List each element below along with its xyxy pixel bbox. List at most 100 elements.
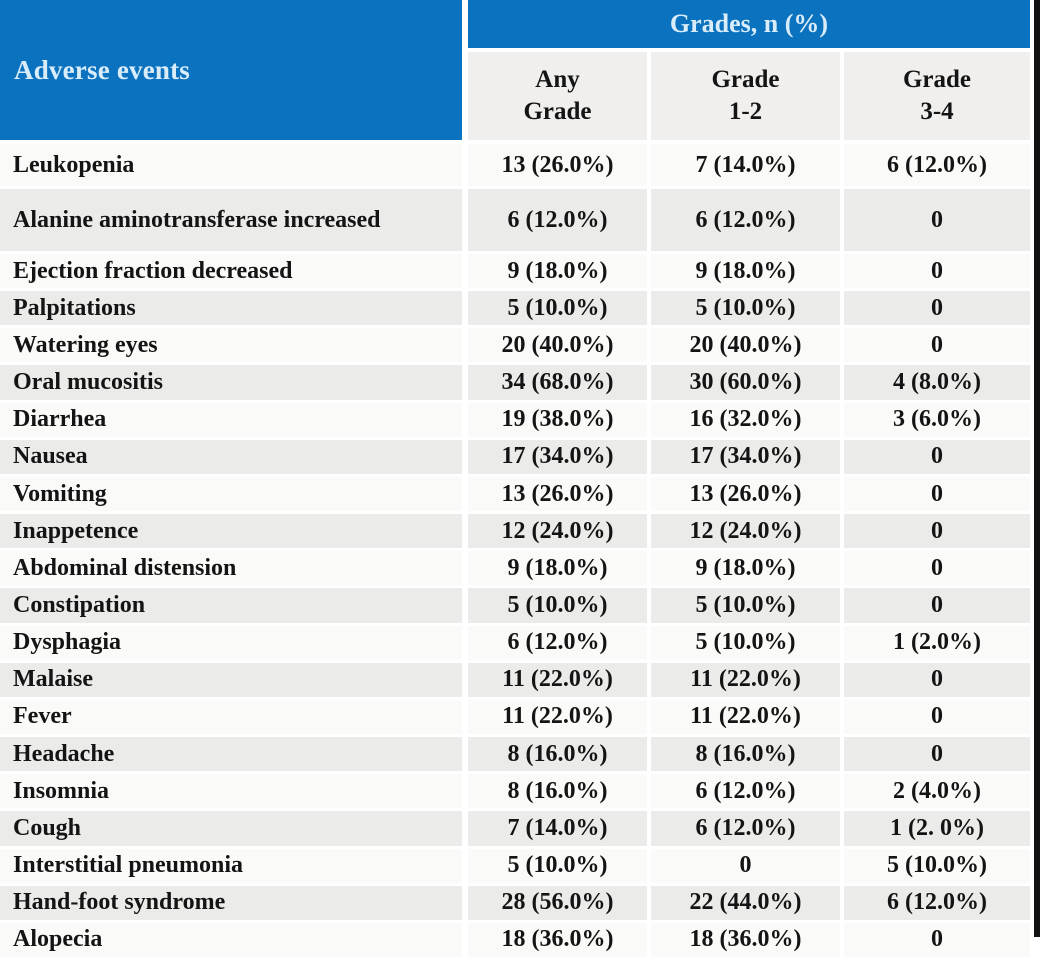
adverse-event-name: Interstitial pneumonia — [0, 848, 462, 883]
adverse-event-name: Alopecia — [0, 922, 462, 957]
adverse-event-name: Nausea — [0, 439, 462, 474]
value-grade-3-4: 0 — [844, 514, 1030, 549]
value-any-grade: 8 (16.0%) — [468, 774, 647, 809]
value-grade-3-4: 2 (4.0%) — [844, 774, 1030, 809]
value-grade-3-4: 0 — [844, 737, 1030, 772]
adverse-event-name: Watering eyes — [0, 328, 462, 363]
value-grade-1-2: 20 (40.0%) — [651, 328, 840, 363]
value-grade-1-2: 6 (12.0%) — [651, 189, 840, 251]
value-any-grade: 17 (34.0%) — [468, 439, 647, 474]
value-any-grade: 9 (18.0%) — [468, 551, 647, 586]
value-grade-1-2: 8 (16.0%) — [651, 737, 840, 772]
value-grade-3-4: 3 (6.0%) — [844, 402, 1030, 437]
value-grade-3-4: 6 (12.0%) — [844, 885, 1030, 920]
value-grade-3-4: 0 — [844, 254, 1030, 289]
value-any-grade: 8 (16.0%) — [468, 737, 647, 772]
adverse-event-name: Leukopenia — [0, 144, 462, 186]
adverse-event-name: Insomnia — [0, 774, 462, 809]
value-grade-1-2: 22 (44.0%) — [651, 885, 840, 920]
value-grade-1-2: 5 (10.0%) — [651, 588, 840, 623]
column-header-grade-1-2: Grade 1-2 — [651, 52, 840, 140]
value-any-grade: 20 (40.0%) — [468, 328, 647, 363]
column-header-line: Grade — [711, 65, 780, 93]
value-any-grade: 6 (12.0%) — [468, 625, 647, 660]
value-grade-1-2: 5 (10.0%) — [651, 291, 840, 326]
corner-header: Adverse events — [0, 0, 462, 140]
value-grade-1-2: 12 (24.0%) — [651, 514, 840, 549]
column-header-line: Grade — [902, 65, 972, 93]
value-grade-3-4: 5 (10.0%) — [844, 848, 1030, 883]
value-grade-1-2: 17 (34.0%) — [651, 439, 840, 474]
value-grade-3-4: 0 — [844, 588, 1030, 623]
value-grade-1-2: 0 — [651, 848, 840, 883]
value-grade-3-4: 0 — [844, 699, 1030, 735]
value-any-grade: 13 (26.0%) — [468, 144, 647, 186]
adverse-event-name: Palpitations — [0, 291, 462, 326]
column-header-line: Grade — [523, 98, 592, 125]
group-header-label: Grades, n (%) — [669, 9, 829, 38]
value-grade-3-4: 0 — [844, 922, 1030, 957]
value-any-grade: 7 (14.0%) — [468, 811, 647, 846]
table-body: Leukopenia 13 (26.0%) 7 (14.0%) 6 (12.0%) Al… — [0, 144, 1030, 957]
value-any-grade: 18 (36.0%) — [468, 922, 647, 957]
value-any-grade: 12 (24.0%) — [468, 514, 647, 549]
value-any-grade: 5 (10.0%) — [468, 291, 647, 326]
value-grade-1-2: 11 (22.0%) — [651, 699, 840, 735]
adverse-event-name: Ejection fraction decreased — [0, 254, 462, 289]
adverse-event-name: Cough — [0, 811, 462, 846]
value-grade-3-4: 6 (12.0%) — [844, 144, 1030, 186]
column-header-line: Any — [535, 65, 580, 93]
value-grade-1-2: 11 (22.0%) — [651, 662, 840, 697]
value-any-grade: 19 (38.0%) — [468, 402, 647, 437]
value-any-grade: 6 (12.0%) — [468, 189, 647, 251]
adverse-event-name: Dysphagia — [0, 625, 462, 660]
adverse-event-name: Constipation — [0, 588, 462, 623]
value-grade-3-4: 1 (2.0%) — [844, 625, 1030, 660]
value-grade-3-4: 0 — [844, 291, 1030, 326]
value-grade-3-4: 0 — [844, 328, 1030, 363]
adverse-event-name: Abdominal distension — [0, 551, 462, 586]
value-grade-1-2: 18 (36.0%) — [651, 922, 840, 957]
value-any-grade: 34 (68.0%) — [468, 365, 647, 400]
column-header-grade-3-4: Grade 3-4 — [844, 52, 1030, 140]
value-grade-1-2: 7 (14.0%) — [651, 144, 840, 186]
value-any-grade: 28 (56.0%) — [468, 885, 647, 920]
value-grade-3-4: 0 — [844, 662, 1030, 697]
value-grade-3-4: 1 (2. 0%) — [844, 811, 1030, 846]
value-any-grade: 5 (10.0%) — [468, 588, 647, 623]
value-grade-1-2: 30 (60.0%) — [651, 365, 840, 400]
value-grade-3-4: 0 — [844, 439, 1030, 474]
value-grade-1-2: 5 (10.0%) — [651, 625, 840, 660]
column-header-line: 3-4 — [920, 98, 954, 125]
value-any-grade: 11 (22.0%) — [468, 699, 647, 735]
value-grade-1-2: 9 (18.0%) — [651, 254, 840, 289]
corner-header-label: Adverse events — [14, 54, 191, 85]
adverse-event-name: Diarrhea — [0, 402, 462, 437]
table-header: Adverse events Grades, n (%) Any Grade G… — [0, 0, 1030, 140]
value-grade-3-4: 4 (8.0%) — [844, 365, 1030, 400]
value-grade-1-2: 13 (26.0%) — [651, 476, 840, 512]
adverse-event-name: Vomiting — [0, 476, 462, 512]
adverse-event-name: Fever — [0, 699, 462, 735]
value-any-grade: 9 (18.0%) — [468, 254, 647, 289]
adverse-event-name: Inappetence — [0, 514, 462, 549]
value-grade-1-2: 9 (18.0%) — [651, 551, 840, 586]
column-header-any-grade: Any Grade — [468, 52, 647, 140]
value-grade-1-2: 6 (12.0%) — [651, 811, 840, 846]
group-header: Grades, n (%) — [468, 0, 1030, 48]
value-any-grade: 11 (22.0%) — [468, 662, 647, 697]
right-edge-bar — [1034, 0, 1040, 937]
value-grade-3-4: 0 — [844, 189, 1030, 251]
value-grade-1-2: 16 (32.0%) — [651, 402, 840, 437]
adverse-event-name: Oral mucositis — [0, 365, 462, 400]
column-header-line: 1-2 — [728, 98, 763, 125]
value-any-grade: 13 (26.0%) — [468, 476, 647, 512]
adverse-event-name: Headache — [0, 737, 462, 772]
value-grade-3-4: 0 — [844, 476, 1030, 512]
adverse-event-name: Alanine aminotransferase increased — [0, 189, 462, 251]
adverse-event-name: Hand-foot syndrome — [0, 885, 462, 920]
value-grade-1-2: 6 (12.0%) — [651, 774, 840, 809]
adverse-event-name: Malaise — [0, 662, 462, 697]
value-grade-3-4: 0 — [844, 551, 1030, 586]
